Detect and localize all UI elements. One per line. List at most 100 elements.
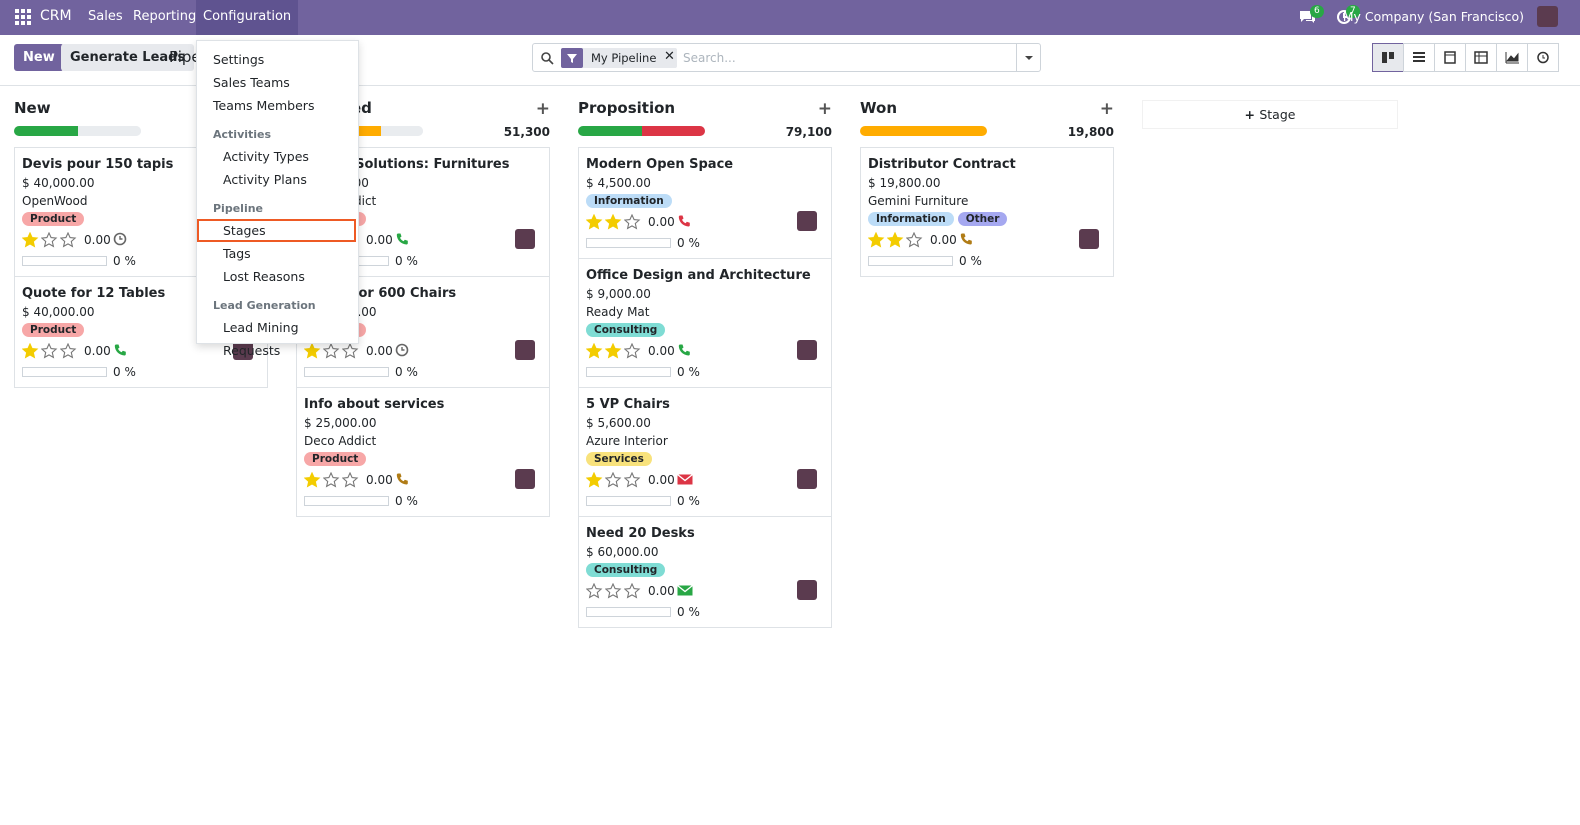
- lead-rating: 0.00: [648, 214, 675, 229]
- list-view[interactable]: [1403, 43, 1435, 72]
- search-bar[interactable]: My Pipeline ✕ Search...: [532, 43, 1041, 72]
- column-total: 19,800: [1067, 125, 1114, 139]
- probability: 0 %: [395, 364, 418, 379]
- probability-row: 0 %: [22, 251, 260, 270]
- column-progress: [14, 126, 141, 136]
- menu-item[interactable]: Activity Types: [223, 148, 309, 164]
- lead-title: Info about services: [304, 397, 445, 412]
- probability-bar: [586, 366, 671, 377]
- menu-item[interactable]: Tags: [223, 245, 251, 261]
- new-button[interactable]: New: [14, 44, 64, 71]
- column-total: 79,100: [785, 125, 832, 139]
- activity-view[interactable]: [1527, 43, 1559, 72]
- column-add[interactable]: +: [817, 99, 832, 119]
- menu-sales[interactable]: Sales: [88, 9, 123, 24]
- lead-rating: 0.00: [648, 343, 675, 358]
- menu-item[interactable]: Stages: [197, 218, 356, 242]
- search-input[interactable]: Search...: [683, 51, 736, 65]
- lead-amount: $ 4,500.00: [586, 176, 651, 190]
- rating-row: 0.00: [868, 228, 1106, 251]
- probability: 0 %: [959, 253, 982, 268]
- lead-card[interactable]: 5 VP Chairs $ 5,600.00 Azure Interior Servi…: [578, 387, 832, 517]
- lead-card[interactable]: Distributor Contract $ 19,800.00 Gemini Fu…: [860, 147, 1114, 277]
- app-name[interactable]: CRM: [40, 8, 72, 24]
- tag-list: Information Other: [868, 210, 1106, 228]
- activity-icon: [960, 233, 972, 245]
- menu-item[interactable]: Lost Reasons: [223, 268, 305, 284]
- priority-star: [586, 582, 603, 598]
- priority-star: [60, 231, 77, 247]
- rating-row: 0.00: [586, 579, 824, 602]
- lead-rating: 0.00: [648, 472, 675, 487]
- priority-star: [342, 342, 359, 358]
- progress-segment: [578, 126, 642, 136]
- graph-view[interactable]: [1496, 43, 1528, 72]
- probability-row: 0 %: [304, 491, 542, 510]
- apps-icon[interactable]: [15, 9, 31, 25]
- menu-item[interactable]: Sales Teams: [213, 74, 290, 90]
- probability-row: 0 %: [586, 602, 824, 621]
- menu-item[interactable]: Settings: [213, 51, 265, 67]
- column-total: 51,300: [503, 125, 550, 139]
- lead-card[interactable]: Modern Open Space $ 4,500.00 Information 0.…: [578, 147, 832, 259]
- menu-item[interactable]: Lead Mining Requests: [223, 319, 299, 358]
- column-title: Proposition: [578, 99, 676, 117]
- priority-star: [624, 582, 641, 598]
- probability-row: 0 %: [586, 362, 824, 381]
- priority-star: [22, 231, 39, 247]
- lead-title: Modern Open Space: [586, 157, 734, 172]
- tag-list: Consulting: [586, 561, 824, 579]
- lead-customer: Ready Mat: [586, 305, 650, 319]
- progress-segment: [14, 126, 78, 136]
- probability: 0 %: [395, 253, 418, 268]
- priority-star: [41, 231, 58, 247]
- search-toggle[interactable]: [1016, 44, 1040, 71]
- menu-item[interactable]: Teams Members: [213, 97, 315, 113]
- lead-card[interactable]: Info about services $ 25,000.00 Deco Addic…: [296, 387, 550, 517]
- card-list: Modern Open Space $ 4,500.00 Information 0.…: [578, 147, 832, 628]
- probability-row: 0 %: [586, 233, 824, 252]
- calendar-view[interactable]: [1434, 43, 1466, 72]
- lead-rating: 0.00: [366, 343, 393, 358]
- priority-star: [41, 342, 58, 358]
- company-switcher[interactable]: My Company (San Francisco): [1342, 9, 1524, 24]
- probability: 0 %: [677, 364, 700, 379]
- lead-card[interactable]: Office Design and Architecture $ 9,000.00…: [578, 258, 832, 388]
- facet-remove[interactable]: ✕: [664, 49, 675, 64]
- column-title: New: [14, 99, 51, 117]
- lead-customer: OpenWood: [22, 194, 88, 208]
- facet-label: My Pipeline: [591, 51, 657, 65]
- priority-star: [586, 342, 603, 358]
- tag: Product: [22, 323, 85, 337]
- menu-item[interactable]: Activity Plans: [223, 171, 307, 187]
- user-avatar[interactable]: [1537, 6, 1558, 27]
- menu-reporting[interactable]: Reporting: [133, 9, 197, 24]
- priority-star: [605, 213, 622, 229]
- lead-rating: 0.00: [366, 232, 393, 247]
- lead-card[interactable]: Need 20 Desks $ 60,000.00 Consulting 0.00 0 …: [578, 516, 832, 628]
- generate-leads-button[interactable]: Generate Leads: [61, 44, 195, 71]
- tag-list: Consulting: [586, 321, 824, 339]
- lead-rating: 0.00: [84, 232, 111, 247]
- priority-star: [323, 471, 340, 487]
- priority-star: [342, 471, 359, 487]
- pivot-view[interactable]: [1465, 43, 1497, 72]
- column-add[interactable]: +: [535, 99, 550, 119]
- lead-customer: Gemini Furniture: [868, 194, 969, 208]
- lead-amount: $ 40,000.00: [22, 176, 95, 190]
- probability: 0 %: [677, 235, 700, 250]
- column-progress: [860, 126, 987, 136]
- priority-star: [868, 231, 885, 247]
- rating-row: 0.00: [304, 339, 542, 362]
- lead-amount: $ 60,000.00: [586, 545, 659, 559]
- lead-amount: $ 25,000.00: [304, 416, 377, 430]
- rating-row: 0.00: [586, 339, 824, 362]
- kanban-view[interactable]: [1372, 43, 1404, 72]
- probability-row: 0 %: [304, 362, 542, 381]
- add-stage-button[interactable]: + Stage: [1143, 101, 1397, 128]
- activity-icon: [396, 473, 408, 485]
- priority-star: [304, 342, 321, 358]
- menu-configuration[interactable]: Configuration: [196, 0, 299, 35]
- column-add[interactable]: +: [1099, 99, 1114, 119]
